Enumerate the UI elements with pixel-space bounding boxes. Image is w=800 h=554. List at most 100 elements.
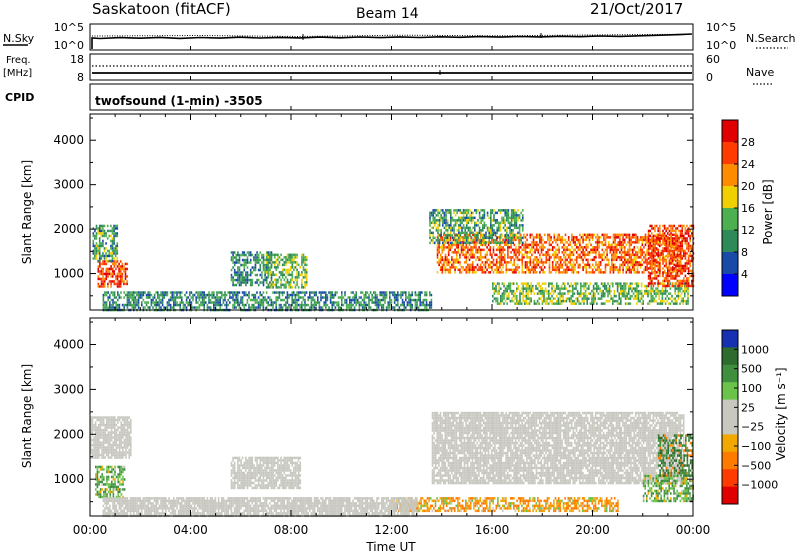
data-cell — [561, 246, 564, 249]
data-cell — [439, 236, 442, 239]
data-cell — [454, 261, 456, 264]
data-cell — [670, 254, 672, 258]
data-cell — [293, 253, 295, 257]
noise-sky-label: N.Sky — [3, 32, 35, 45]
data-cell — [254, 253, 257, 257]
data-cell — [606, 256, 608, 259]
data-cell — [644, 238, 647, 242]
data-cell — [259, 251, 262, 254]
data-cell — [438, 229, 441, 232]
data-cell — [447, 263, 450, 267]
data-cell — [628, 241, 631, 244]
data-cell — [612, 266, 615, 269]
data-cell — [499, 261, 501, 264]
data-cell — [556, 302, 558, 305]
data-cell — [113, 306, 116, 309]
data-cell — [95, 232, 98, 235]
data-cell — [150, 301, 153, 304]
data-cell — [313, 298, 316, 302]
colorbar-tick-label: 8 — [741, 246, 748, 259]
data-cell — [543, 266, 546, 269]
data-cell — [623, 248, 626, 252]
data-cell — [94, 244, 96, 248]
data-cell — [349, 298, 351, 302]
data-cell — [495, 266, 498, 269]
data-cell — [254, 268, 257, 272]
data-cell — [286, 306, 289, 309]
data-cell — [617, 243, 620, 247]
data-cell — [606, 236, 608, 239]
data-cell — [617, 268, 620, 272]
data-cell — [630, 241, 632, 244]
data-cell — [296, 283, 298, 287]
data-cell — [438, 241, 441, 245]
data-cell — [649, 282, 651, 285]
data-cell — [518, 229, 521, 232]
data-cell — [487, 248, 490, 252]
data-cell — [661, 299, 664, 303]
data-cell — [296, 293, 298, 297]
data-cell — [536, 282, 539, 285]
data-cell — [651, 266, 653, 269]
data-cell — [243, 306, 245, 309]
data-cell — [443, 266, 445, 269]
data-cell — [582, 261, 584, 264]
data-cell — [499, 236, 502, 240]
data-cell — [446, 246, 448, 249]
data-cell — [136, 293, 138, 297]
data-cell — [586, 302, 588, 305]
data-cell — [289, 256, 292, 259]
data-cell — [673, 243, 676, 247]
data-cell — [645, 287, 648, 290]
data-cell — [623, 256, 626, 259]
data-cell — [510, 261, 512, 264]
data-cell — [558, 271, 560, 274]
data-cell — [289, 266, 292, 269]
data-cell — [461, 216, 463, 220]
data-cell — [459, 253, 461, 257]
data-cell — [679, 256, 682, 259]
data-cell — [473, 271, 476, 274]
data-cell — [208, 291, 210, 294]
data-cell — [683, 234, 685, 238]
data-cell — [662, 279, 664, 283]
data-cell — [443, 239, 446, 242]
data-cell — [97, 227, 99, 230]
data-cell — [686, 264, 688, 268]
data-cell — [494, 234, 497, 237]
data-cell — [628, 287, 630, 290]
data-cell — [304, 273, 306, 277]
data-cell — [119, 282, 122, 286]
data-cell — [504, 221, 506, 225]
data-cell — [502, 248, 504, 252]
data-cell — [674, 284, 676, 288]
data-cell — [597, 292, 600, 295]
data-cell — [467, 266, 469, 269]
data-cell — [446, 256, 448, 259]
data-cell — [591, 251, 594, 254]
data-cell — [246, 273, 249, 277]
data-cell — [659, 267, 661, 270]
data-cell — [555, 248, 557, 252]
data-cell — [607, 292, 609, 295]
data-cell — [265, 291, 268, 294]
data-cell — [108, 254, 111, 258]
data-cell — [190, 296, 193, 299]
data-cell — [111, 280, 114, 283]
data-cell — [446, 241, 449, 245]
data-cell — [687, 294, 689, 298]
data-cell — [512, 229, 514, 232]
data-cell — [216, 293, 218, 297]
data-cell — [467, 241, 470, 245]
data-cell — [530, 284, 532, 288]
data-cell — [253, 306, 255, 309]
data-cell — [677, 297, 680, 300]
data-cell — [633, 263, 636, 267]
data-cell — [611, 243, 613, 247]
data-cell — [662, 259, 664, 263]
data-cell — [593, 233, 596, 237]
data-cell — [574, 266, 576, 269]
data-cell — [609, 243, 612, 247]
power-colorbar-label: Power [dB] — [761, 179, 775, 244]
